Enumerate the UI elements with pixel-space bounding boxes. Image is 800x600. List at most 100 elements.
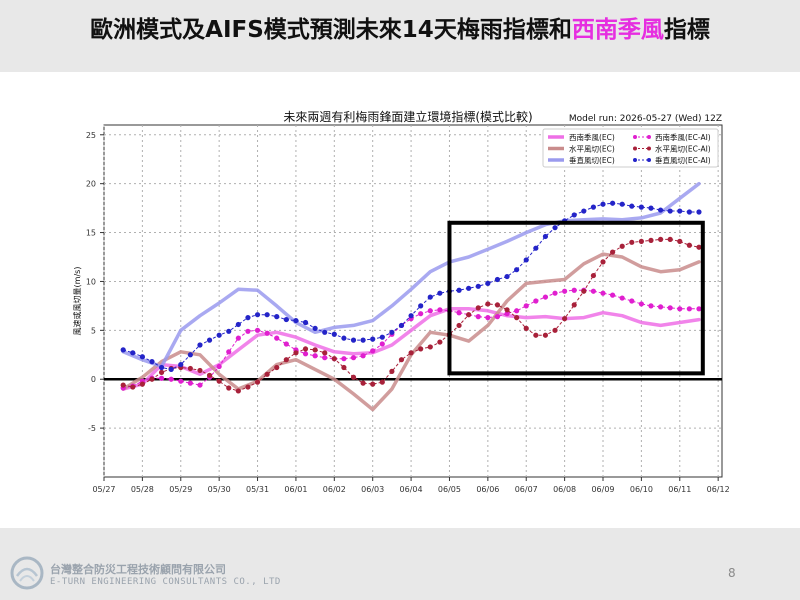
x-tick-label: 06/06	[476, 485, 499, 494]
series-point-3	[168, 376, 174, 382]
series-point-4	[648, 237, 654, 243]
series-point-5	[130, 350, 136, 356]
series-point-5	[341, 335, 347, 341]
page-number: 8	[728, 566, 736, 580]
series-point-4	[418, 346, 424, 352]
series-point-4	[398, 357, 405, 363]
series-point-4	[322, 350, 328, 356]
series-point-5	[504, 273, 510, 280]
series-point-5	[485, 280, 491, 286]
slide-title: 歐洲模式及AIFS模式預測未來14天梅雨指標和西南季風指標	[0, 10, 800, 44]
chart: 05/27 05/28 05/29 05/30 05/31 06/01 06/02 06/03…	[72, 109, 730, 494]
legend-label: 垂直風切(EC-AI)	[655, 155, 711, 165]
series-point-3	[648, 303, 654, 309]
series-point-3	[178, 378, 184, 384]
series-point-3	[187, 380, 193, 386]
series-point-5	[619, 201, 625, 207]
legend-swatch-dot	[633, 135, 637, 139]
series-point-3	[254, 327, 261, 333]
series-point-3	[379, 341, 385, 347]
series-point-3	[629, 298, 635, 304]
y-tick-label: 15	[86, 229, 96, 238]
series-point-5	[514, 267, 520, 273]
series-point-5	[466, 285, 472, 291]
x-tick-label: 06/09	[591, 485, 614, 494]
series-point-5	[389, 329, 395, 335]
series-point-3	[264, 330, 270, 336]
series-point-4	[523, 325, 529, 331]
x-tick-label: 05/29	[169, 485, 192, 494]
series-point-5	[494, 276, 501, 283]
y-tick-label: 20	[86, 180, 96, 189]
series-point-5	[206, 337, 213, 343]
series-point-5	[686, 209, 692, 215]
series-point-4	[216, 378, 222, 384]
series-point-3	[523, 303, 529, 309]
series-point-4	[264, 371, 270, 377]
series-point-5	[638, 204, 644, 210]
series-point-5	[581, 208, 587, 214]
series-point-4	[466, 312, 472, 318]
series-point-5	[197, 342, 203, 348]
footer-bar	[0, 528, 800, 600]
series-point-3	[226, 349, 232, 355]
series-point-3	[562, 288, 568, 294]
series-point-5	[590, 204, 597, 210]
series-point-3	[533, 298, 539, 304]
x-tick-label: 05/31	[246, 485, 269, 494]
highlight-box	[447, 220, 705, 376]
series-point-4	[206, 372, 213, 378]
series-point-5	[571, 212, 577, 218]
series-point-5	[302, 319, 309, 326]
series-point-5	[427, 294, 433, 300]
x-tick-label: 06/02	[323, 485, 346, 494]
series-point-5	[475, 283, 481, 289]
series-point-3	[504, 311, 510, 317]
series-point-3	[274, 335, 280, 341]
series-point-4	[379, 379, 385, 385]
series-point-4	[130, 384, 136, 390]
x-tick-label: 06/08	[553, 485, 576, 494]
series-point-3	[514, 308, 520, 314]
legend-label: 水平風切(EC-AI)	[655, 144, 711, 154]
series-point-5	[293, 317, 299, 324]
series-point-5	[245, 315, 251, 321]
series-point-4	[360, 380, 366, 386]
series-point-5	[322, 329, 328, 335]
y-axis-label: 風速或風切量(m/s)	[72, 267, 82, 336]
legend-label: 垂直風切(EC)	[569, 155, 615, 165]
series-point-3	[456, 310, 462, 316]
x-tick-label: 05/30	[208, 485, 231, 494]
series-point-3	[322, 355, 328, 361]
series-point-5	[408, 313, 414, 319]
chart-title: 未來兩週有利梅雨鋒面建立環境指標(模式比較)	[283, 109, 532, 124]
series-point-3	[619, 295, 625, 301]
series-point-3	[677, 306, 683, 312]
series-point-5	[274, 314, 280, 320]
series-point-3	[638, 301, 644, 307]
series-point-4	[331, 356, 337, 362]
series-point-3	[667, 305, 673, 311]
series-point-5	[360, 337, 366, 343]
legend-label: 西南季風(EC-AI)	[655, 132, 711, 142]
series-point-3	[197, 382, 203, 388]
series-point-5	[696, 209, 702, 215]
x-tick-label: 06/04	[400, 485, 423, 494]
series-point-3	[686, 306, 692, 312]
model-run-label: Model run: 2026-05-27 (Wed) 12Z	[569, 114, 722, 124]
series-point-4	[312, 347, 318, 353]
series-point-3	[158, 375, 165, 381]
series-point-5	[226, 328, 232, 334]
series-point-4	[686, 242, 692, 248]
series-point-3	[360, 353, 366, 359]
series-point-4	[254, 379, 261, 385]
x-tick-label: 06/01	[284, 485, 307, 494]
series-point-4	[350, 374, 357, 380]
y-tick-label: 10	[86, 277, 96, 286]
series-point-5	[187, 352, 193, 358]
series-point-5	[600, 201, 606, 207]
slide-title-highlight: 西南季風	[571, 17, 664, 43]
series-point-4	[610, 249, 616, 255]
series-point-4	[562, 316, 568, 322]
series-point-4	[619, 243, 625, 249]
